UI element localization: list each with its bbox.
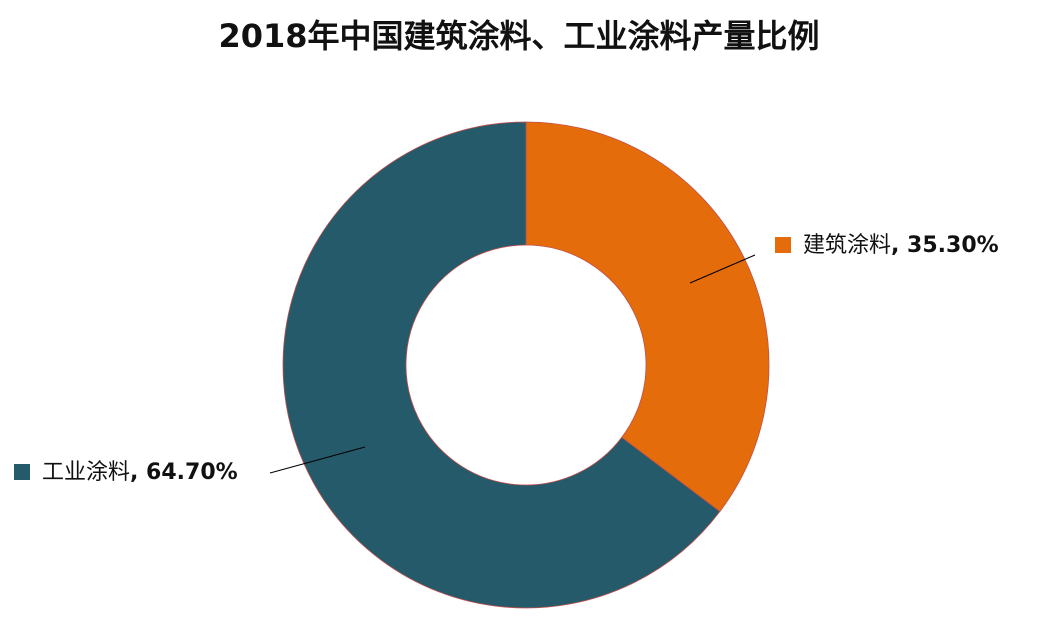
donut-slice <box>525 121 770 513</box>
label-separator: , <box>891 233 907 258</box>
chart-title: 2018年中国建筑涂料、工业涂料产量比例 <box>218 17 819 55</box>
label-value: 64.70% <box>146 460 238 485</box>
data-label: 工业涂料, 64.70% <box>42 460 238 485</box>
leader-line <box>689 254 756 284</box>
label-category: 建筑涂料 <box>803 233 891 258</box>
label-category: 工业涂料 <box>42 460 130 485</box>
label-swatch <box>775 237 791 253</box>
label-value: 35.30% <box>907 233 999 258</box>
data-label: 建筑涂料, 35.30% <box>803 233 999 258</box>
label-separator: , <box>130 460 146 485</box>
donut-slice <box>282 121 721 609</box>
label-swatch <box>14 464 30 480</box>
leader-line <box>269 446 366 474</box>
